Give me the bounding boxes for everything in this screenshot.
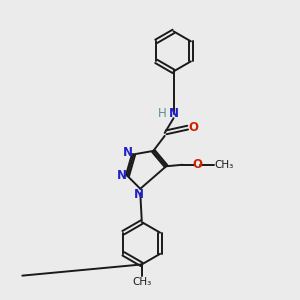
Text: N: N <box>123 146 133 158</box>
Text: CH₃: CH₃ <box>214 160 234 170</box>
Text: N: N <box>169 107 178 120</box>
Text: CH₃: CH₃ <box>132 277 152 287</box>
Text: O: O <box>188 121 198 134</box>
Text: N: N <box>134 188 144 201</box>
Text: H: H <box>158 107 167 120</box>
Text: O: O <box>193 158 203 171</box>
Text: N: N <box>117 169 127 182</box>
